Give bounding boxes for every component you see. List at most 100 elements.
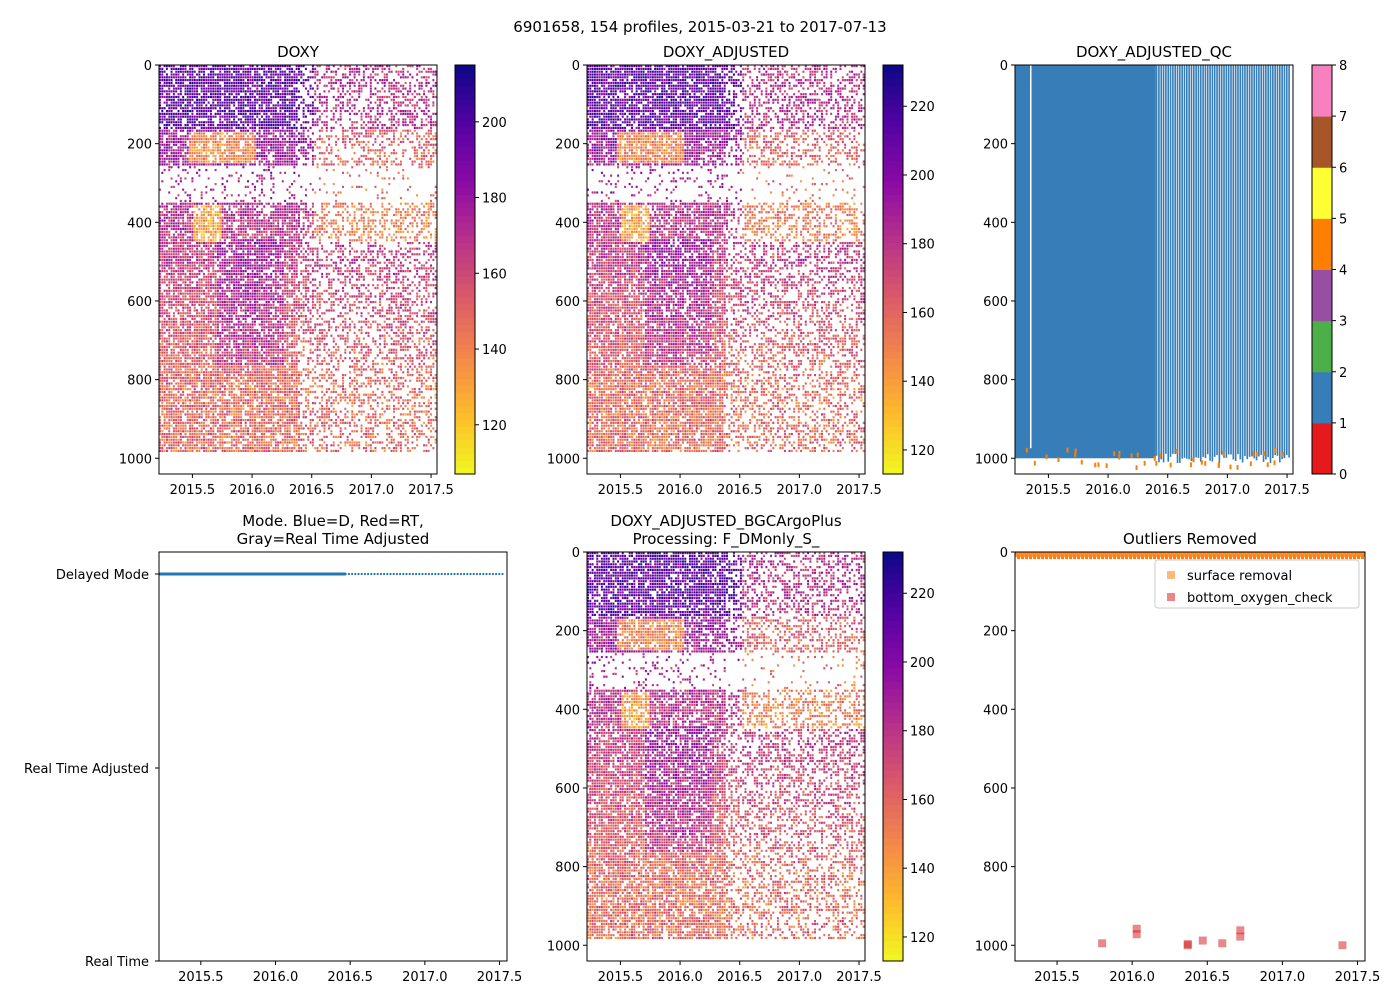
heatmap-cell: [267, 334, 270, 337]
heatmap-cell: [165, 216, 168, 219]
heatmap-cell: [200, 404, 203, 408]
heatmap-cell: [196, 65, 199, 68]
heatmap-cell: [223, 267, 226, 270]
heatmap-cell: [216, 256, 219, 259]
heatmap-cell: [198, 430, 201, 433]
heatmap-cell: [230, 261, 233, 264]
heatmap-cell: [242, 132, 245, 135]
heatmap-cell: [249, 284, 252, 287]
heatmap-cell: [207, 272, 210, 276]
heatmap-cell: [235, 98, 238, 101]
heatmap-cell: [260, 376, 263, 379]
heatmap-cell: [258, 421, 261, 424]
heatmap-cell: [193, 323, 196, 326]
heatmap-cell: [170, 396, 173, 399]
heatmap-cell: [163, 146, 166, 149]
heatmap-cell: [186, 416, 189, 419]
heatmap-cell: [196, 123, 199, 127]
heatmap-cell: [219, 84, 222, 87]
heatmap-cell: [170, 373, 173, 377]
heatmap-cell: [244, 115, 247, 118]
heatmap-cell: [186, 247, 189, 250]
heatmap-cell: [235, 410, 238, 413]
heatmap-cell: [263, 306, 266, 309]
heatmap-cell: [240, 233, 243, 236]
heatmap-cell: [189, 81, 192, 85]
heatmap-cell: [244, 258, 247, 262]
heatmap-cell: [193, 326, 196, 329]
heatmap-cell: [260, 281, 263, 284]
heatmap-cell: [198, 70, 201, 73]
heatmap-cell: [182, 154, 185, 158]
heatmap-cell: [237, 438, 240, 441]
heatmap-cell: [226, 275, 229, 278]
heatmap-cell: [165, 449, 168, 453]
heatmap-cell: [265, 236, 268, 239]
heatmap-cell: [165, 67, 168, 71]
heatmap-cell: [223, 101, 226, 104]
heatmap-cell: [223, 258, 226, 262]
heatmap-cell: [196, 84, 199, 87]
heatmap-cell: [205, 407, 208, 410]
heatmap-cell: [172, 348, 175, 351]
heatmap-cell: [172, 236, 175, 239]
heatmap-cell: [230, 121, 233, 124]
heatmap-cell: [260, 348, 263, 351]
heatmap-cell: [209, 438, 212, 441]
heatmap-cell: [163, 126, 166, 129]
heatmap-cell: [203, 129, 205, 132]
heatmap-cell: [233, 84, 236, 87]
heatmap-cell: [205, 185, 208, 188]
heatmap-cell: [249, 126, 252, 129]
heatmap-cell: [191, 404, 194, 408]
heatmap-cell: [228, 357, 231, 360]
heatmap-cell: [258, 343, 261, 346]
heatmap-cell: [267, 250, 270, 253]
heatmap-cell: [240, 418, 243, 422]
heatmap-cell: [260, 275, 263, 278]
heatmap-cell: [221, 317, 224, 321]
heatmap-cell: [223, 388, 226, 391]
heatmap-cell: [265, 393, 268, 396]
heatmap-cell: [251, 427, 254, 430]
heatmap-cell: [209, 410, 212, 413]
heatmap-cell: [244, 81, 247, 85]
heatmap-cell: [214, 326, 217, 329]
heatmap-cell: [205, 404, 208, 408]
heatmap-cell: [193, 95, 196, 99]
heatmap-cell: [175, 230, 178, 233]
heatmap-cell: [209, 213, 212, 217]
heatmap-cell: [256, 404, 259, 408]
heatmap-cell: [163, 300, 166, 304]
heatmap-cell: [203, 376, 205, 379]
heatmap-cell: [249, 444, 252, 447]
heatmap-cell: [212, 222, 215, 225]
heatmap-cell: [253, 98, 256, 101]
heatmap-cell: [263, 295, 266, 298]
heatmap-cell: [196, 154, 199, 158]
heatmap-cell: [265, 359, 268, 363]
heatmap-cell: [263, 250, 266, 253]
heatmap-cell: [247, 135, 250, 138]
heatmap-cell: [168, 416, 171, 419]
heatmap-cell: [242, 67, 245, 71]
heatmap-cell: [267, 140, 270, 144]
heatmap-cell: [179, 362, 182, 365]
heatmap-cell: [177, 424, 180, 427]
heatmap-cell: [212, 298, 215, 301]
heatmap-cell: [263, 289, 266, 292]
heatmap-cell: [191, 393, 194, 396]
heatmap-cell: [165, 345, 168, 349]
heatmap-cell: [242, 337, 245, 340]
heatmap-cell: [228, 447, 231, 450]
heatmap-cell: [212, 320, 215, 323]
heatmap-cell: [258, 331, 261, 335]
heatmap-cell: [251, 81, 254, 85]
heatmap-cell: [242, 250, 245, 253]
heatmap-cell: [260, 421, 263, 424]
heatmap-cell: [233, 115, 236, 118]
heatmap-cell: [221, 402, 224, 405]
heatmap-cell: [179, 329, 182, 332]
heatmap-cell: [223, 334, 226, 337]
heatmap-cell: [256, 227, 259, 231]
